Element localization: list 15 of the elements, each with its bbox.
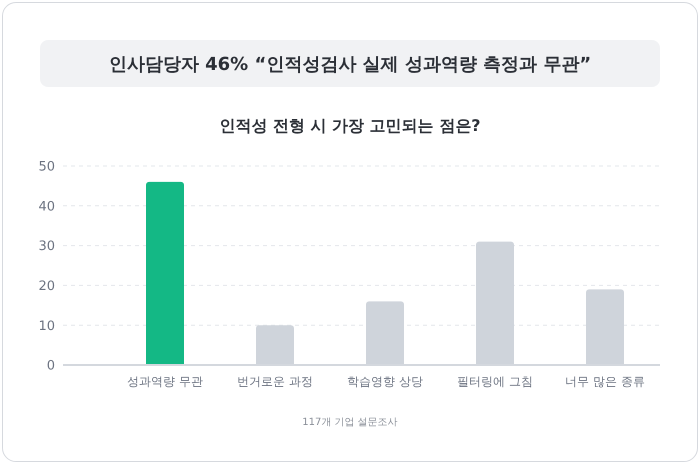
- chart-title: 인사담당자 46% “인적성검사 실제 성과역량 측정과 무관”: [108, 52, 592, 76]
- x-tick-label: 너무 많은 종류: [565, 374, 645, 389]
- bar: [146, 182, 184, 365]
- y-tick-label: 40: [38, 199, 55, 214]
- x-tick-label: 학습영향 상당: [347, 374, 423, 389]
- x-tick-label: 성과역량 무관: [127, 374, 203, 389]
- x-tick-label: 필터링에 그침: [457, 374, 533, 389]
- y-tick-label: 10: [38, 318, 55, 334]
- chart-subtitle: 인적성 전형 시 가장 고민되는 점은?: [219, 116, 481, 135]
- text: 117개 기업 설문조사: [302, 417, 398, 428]
- y-tick-label: 50: [38, 160, 55, 175]
- y-tick-label: 20: [38, 279, 55, 294]
- y-tick-label: 0: [46, 358, 55, 374]
- y-tick-label: 30: [38, 239, 55, 254]
- x-tick-label: 번거로운 과정: [237, 374, 313, 389]
